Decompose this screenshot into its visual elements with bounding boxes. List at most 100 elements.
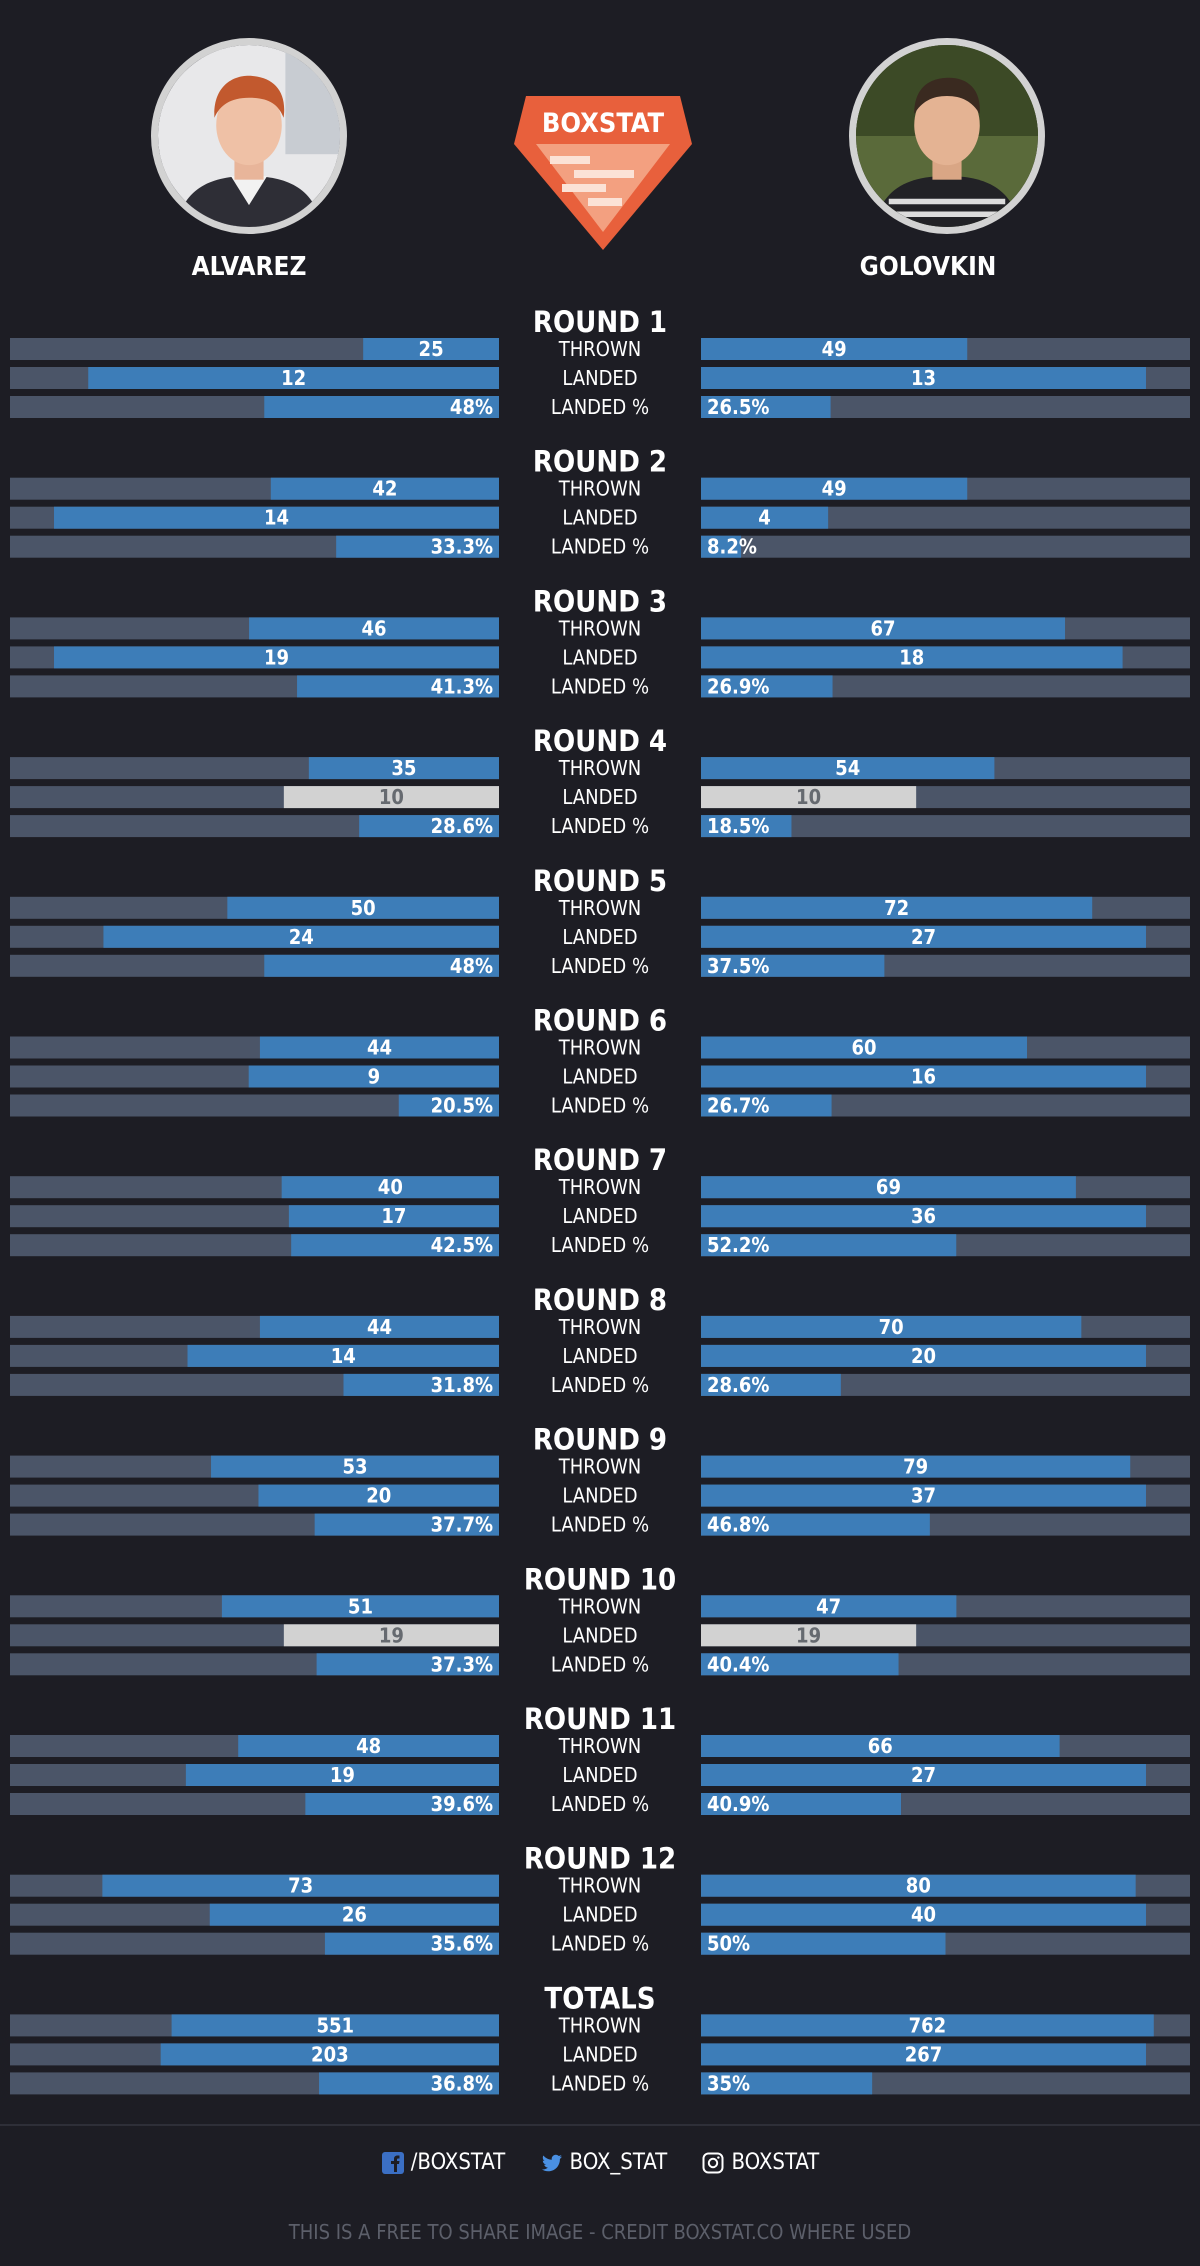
golovkin-landed-bar xyxy=(701,925,1146,948)
golovkin-thrown-value: 60 xyxy=(851,1036,876,1060)
alvarez-thrown-value: 48 xyxy=(356,1734,381,1758)
golovkin-landed-bar xyxy=(701,1764,1146,1786)
alvarez-pct-bar xyxy=(398,1094,499,1117)
golovkin-thrown-bar xyxy=(701,2014,1154,2037)
instagram-handle: BOXSTAT xyxy=(731,2150,820,2175)
alvarez-pct-value: 48% xyxy=(450,395,493,419)
metric-label: THROWN xyxy=(558,1036,641,1060)
social-links: /BOXSTAT BOX_STAT BOXSTAT xyxy=(0,2150,1200,2190)
alvarez-thrown-bar xyxy=(238,1735,499,1757)
alvarez-landed-value: 14 xyxy=(331,1344,356,1368)
metric-label: THROWN xyxy=(558,337,641,361)
logo-text: BOXSTAT xyxy=(542,108,665,139)
golovkin-thrown-value: 72 xyxy=(884,896,909,920)
alvarez-thrown-value: 51 xyxy=(348,1594,373,1618)
golovkin-track xyxy=(701,535,1190,558)
golovkin-pct-value: 46.8% xyxy=(707,1513,769,1537)
alvarez-pct-bar xyxy=(291,1234,499,1257)
golovkin-thrown-bar xyxy=(701,1315,1082,1338)
alvarez-landed-bar xyxy=(283,1624,499,1647)
golovkin-pct-bar xyxy=(701,675,833,698)
round-title: ROUND 3 xyxy=(533,584,667,618)
golovkin-landed-value: 267 xyxy=(905,2042,943,2066)
golovkin-landed-bar xyxy=(701,1624,917,1647)
metric-label: THROWN xyxy=(558,896,641,920)
metric-label: LANDED % xyxy=(551,1513,649,1537)
metric-label: LANDED xyxy=(562,1903,637,1927)
golovkin-pct-value: 50% xyxy=(707,1932,750,1956)
header: ALVAREZ GOLOVKIN BOXSTAT xyxy=(0,0,1200,295)
golovkin-thrown-value: 67 xyxy=(870,616,895,640)
alvarez-pct-value: 31.8% xyxy=(431,1373,493,1397)
metric-label: LANDED xyxy=(562,366,637,390)
golovkin-landed-bar xyxy=(701,1903,1146,1926)
golovkin-thrown-value: 79 xyxy=(903,1455,928,1479)
golovkin-name: GOLOVKIN xyxy=(859,252,997,282)
metric-label: LANDED xyxy=(562,1065,637,1089)
alvarez-landed-bar xyxy=(209,1903,499,1926)
golovkin-pct-bar xyxy=(701,1373,841,1396)
alvarez-pct-value: 39.6% xyxy=(431,1792,493,1816)
alvarez-thrown-value: 53 xyxy=(342,1455,367,1479)
alvarez-landed-bar xyxy=(185,1764,499,1786)
golovkin-thrown-bar xyxy=(701,338,968,360)
alvarez-landed-value: 19 xyxy=(330,1763,355,1787)
golovkin-landed-bar xyxy=(701,646,1123,669)
alvarez-landed-value: 19 xyxy=(264,645,289,669)
round-title: ROUND 6 xyxy=(533,1004,667,1038)
golovkin-landed-value: 16 xyxy=(911,1065,936,1089)
metric-label: LANDED xyxy=(562,2042,637,2066)
alvarez-pct-value: 36.8% xyxy=(431,2071,493,2095)
alvarez-landed-value: 12 xyxy=(281,366,306,390)
golovkin-pct-bar xyxy=(701,1653,899,1676)
alvarez-landed-value: 17 xyxy=(381,1204,406,1228)
golovkin-thrown-bar xyxy=(701,617,1066,640)
alvarez-landed-value: 9 xyxy=(368,1065,381,1089)
golovkin-thrown-value: 49 xyxy=(822,477,847,501)
golovkin-thrown-value: 47 xyxy=(816,1594,841,1618)
alvarez-thrown-bar xyxy=(259,1315,499,1338)
metric-label: LANDED % xyxy=(551,2071,649,2095)
metric-label: LANDED xyxy=(562,645,637,669)
boxstat-logo: BOXSTAT xyxy=(514,96,692,250)
metric-label: THROWN xyxy=(558,1874,641,1898)
metric-label: THROWN xyxy=(558,616,641,640)
metric-label: LANDED % xyxy=(551,1094,649,1118)
alvarez-pct-bar xyxy=(316,1653,499,1676)
golovkin-avatar xyxy=(849,38,1045,234)
golovkin-landed-value: 13 xyxy=(911,366,936,390)
golovkin-pct-bar xyxy=(701,1094,832,1117)
golovkin-thrown-value: 66 xyxy=(868,1734,893,1758)
alvarez-pct-value: 35.6% xyxy=(431,1932,493,1956)
alvarez-thrown-bar xyxy=(259,1036,499,1059)
golovkin-thrown-bar xyxy=(701,896,1093,919)
round-title: ROUND 2 xyxy=(533,445,667,479)
alvarez-landed-bar xyxy=(187,1344,499,1367)
metric-label: THROWN xyxy=(558,756,641,780)
metric-label: THROWN xyxy=(558,1594,641,1618)
metric-label: LANDED % xyxy=(551,1652,649,1676)
golovkin-landed-value: 18 xyxy=(899,645,924,669)
golovkin-pct-value: 26.7% xyxy=(707,1094,769,1118)
facebook-link[interactable]: /BOXSTAT xyxy=(381,2150,505,2175)
alvarez-landed-bar xyxy=(160,2043,500,2066)
metric-label: THROWN xyxy=(558,2013,641,2037)
golovkin-landed-bar xyxy=(701,786,917,809)
golovkin-thrown-value: 80 xyxy=(906,1874,931,1898)
twitter-icon xyxy=(541,2154,562,2171)
alvarez-pct-bar xyxy=(324,1932,499,1955)
alvarez-pct-value: 42.5% xyxy=(431,1233,493,1257)
alvarez-landed-value: 10 xyxy=(379,785,404,809)
golovkin-thrown-bar xyxy=(701,1595,957,1618)
golovkin-landed-bar xyxy=(701,1484,1146,1507)
golovkin-landed-value: 36 xyxy=(911,1204,936,1228)
metric-label: LANDED xyxy=(562,1344,637,1368)
facebook-icon xyxy=(381,2151,404,2174)
metric-label: LANDED % xyxy=(551,954,649,978)
instagram-link[interactable]: BOXSTAT xyxy=(701,2150,819,2175)
golovkin-pct-value: 35% xyxy=(707,2071,750,2095)
alvarez-thrown-value: 40 xyxy=(378,1175,403,1199)
alvarez-thrown-bar xyxy=(281,1176,499,1199)
golovkin-thrown-bar xyxy=(701,1176,1076,1199)
twitter-link[interactable]: BOX_STAT xyxy=(540,2150,667,2175)
